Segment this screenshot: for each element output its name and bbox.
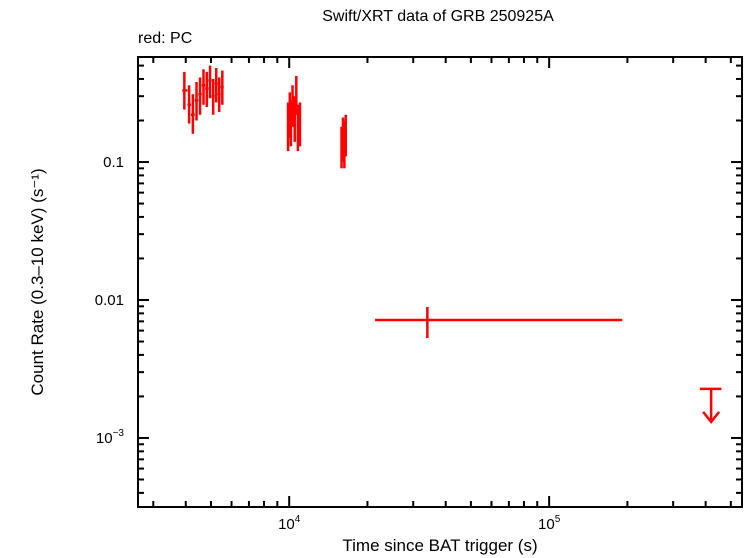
data-point — [211, 78, 215, 115]
data-point — [198, 77, 202, 115]
data-point — [208, 65, 212, 99]
data-point — [293, 96, 296, 142]
data-point — [187, 85, 192, 124]
chart-title: Swift/XRT data of GRB 250925A — [322, 8, 554, 25]
axis-ticks — [138, 57, 742, 507]
data-point — [344, 114, 347, 157]
y-tick-label: 0.01 — [95, 292, 124, 309]
data-point — [194, 82, 199, 121]
data-point — [191, 94, 195, 134]
x-tick-label: 104 — [278, 514, 301, 533]
legend-note: red: PC — [138, 30, 193, 47]
x-tick-label: 105 — [538, 514, 561, 533]
data-point — [182, 71, 188, 110]
upper-limit-arrow — [699, 387, 722, 424]
data-point — [217, 77, 221, 113]
data-point — [296, 104, 300, 152]
data-point — [295, 76, 298, 115]
data-series-pc — [182, 65, 722, 424]
y-tick-label: 0.1 — [103, 154, 124, 171]
plot-frame — [137, 56, 743, 508]
x-axis-label: Time since BAT trigger (s) — [342, 536, 538, 555]
data-point — [205, 71, 209, 108]
data-point — [298, 102, 302, 147]
data-point — [289, 100, 293, 147]
data-point — [220, 70, 224, 105]
y-tick-label: 10−3 — [96, 428, 125, 447]
data-point — [201, 69, 206, 105]
data-point — [375, 306, 623, 339]
data-point — [214, 68, 218, 103]
data-point — [291, 85, 294, 127]
tick-labels: 104 105 0.1 0.01 10−3 — [95, 154, 561, 533]
